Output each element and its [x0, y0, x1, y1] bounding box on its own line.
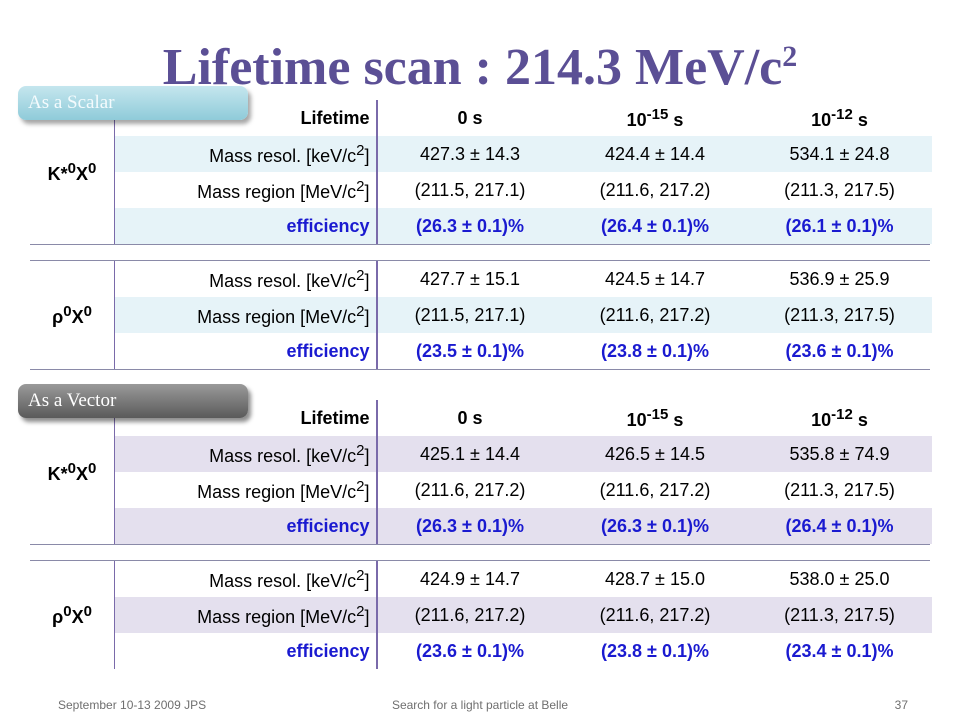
- scalar-kstar-table: K*0X0 Lifetime 0 s 10-15 s 10-12 s Mass …: [30, 100, 932, 245]
- table-row: efficiency (23.5 ± 0.1)% (23.8 ± 0.1)% (…: [30, 333, 932, 369]
- table-row: ρ0X0 Mass resol. [keV/c2] 424.9 ± 14.7 4…: [30, 561, 932, 669]
- cell: (23.6 ± 0.1)%: [785, 340, 894, 361]
- cell: 426.5 ± 14.5: [562, 436, 748, 472]
- process-label-kstar: K*0X0: [30, 400, 115, 544]
- row-label-efficiency: efficiency: [114, 633, 378, 669]
- scalar-badge: As a Scalar: [18, 86, 248, 120]
- cell: (26.3 ± 0.1)%: [562, 508, 748, 544]
- cell: (26.4 ± 0.1)%: [562, 208, 748, 244]
- table-row: Mass region [MeV/c2] (211.5, 217.1) (211…: [30, 297, 932, 333]
- cell: (23.6 ± 0.1)%: [416, 640, 524, 661]
- cell: 424.5 ± 14.7: [605, 268, 705, 289]
- cell: (26.3 ± 0.1)%: [376, 508, 563, 544]
- table-row: Mass region [MeV/c2] (211.5, 217.1) (211…: [30, 172, 932, 208]
- row-label-mass-resol: Mass resol. [keV/c2]: [114, 261, 378, 297]
- header-col2: 10-12 s: [811, 405, 868, 430]
- table-row: efficiency (23.6 ± 0.1)% (23.8 ± 0.1)% (…: [30, 633, 932, 669]
- cell: (211.3, 217.5): [747, 597, 932, 633]
- cell: (211.6, 217.2): [376, 597, 563, 633]
- header-col1: 10-15 s: [626, 105, 684, 130]
- cell: (211.6, 217.2): [599, 479, 711, 500]
- row-label-efficiency: efficiency: [114, 508, 378, 544]
- row-label-efficiency: efficiency: [114, 208, 378, 244]
- row-label-mass-region: Mass region [MeV/c2]: [114, 597, 378, 633]
- cell: (23.8 ± 0.1)%: [601, 640, 709, 661]
- row-label-mass-region: Mass region [MeV/c2]: [114, 172, 378, 208]
- cell: 427.7 ± 15.1: [420, 268, 520, 289]
- table-row: Mass resol. [keV/c2] 427.3 ± 14.3 424.4 …: [30, 136, 932, 172]
- row-label-efficiency: efficiency: [114, 333, 378, 369]
- footer-title: Search for a light particle at Belle: [391, 698, 569, 712]
- cell: 538.0 ± 25.0: [789, 568, 890, 589]
- cell: (211.3, 217.5): [784, 179, 895, 200]
- cell: (211.3, 217.5): [747, 297, 932, 333]
- footer-page-number: 37: [894, 698, 908, 712]
- cell: (211.6, 217.2): [414, 479, 526, 500]
- process-label-rho: ρ0X0: [30, 261, 115, 369]
- cell: 534.1 ± 24.8: [747, 136, 932, 172]
- vector-kstar-table: K*0X0 Lifetime 0 s 10-15 s 10-12 s Mass …: [30, 400, 932, 545]
- table-row: Mass region [MeV/c2] (211.6, 217.2) (211…: [30, 472, 932, 508]
- footer-date: September 10-13 2009 JPS: [58, 698, 207, 712]
- process-label-rho: ρ0X0: [30, 561, 115, 669]
- cell: 424.9 ± 14.7: [420, 568, 520, 589]
- cell: (211.5, 217.1): [376, 297, 563, 333]
- cell: (26.1 ± 0.1)%: [747, 208, 932, 244]
- cell: 535.8 ± 74.9: [747, 436, 932, 472]
- table-row: ρ0X0 Mass resol. [keV/c2] 427.7 ± 15.1 4…: [30, 261, 932, 369]
- table-row: efficiency (26.3 ± 0.1)% (26.3 ± 0.1)% (…: [30, 508, 932, 544]
- header-col1: 10-15 s: [626, 405, 684, 430]
- row-label-mass-resol: Mass resol. [keV/c2]: [114, 436, 378, 472]
- cell: 424.4 ± 14.4: [562, 136, 748, 172]
- table-row: Mass region [MeV/c2] (211.6, 217.2) (211…: [30, 597, 932, 633]
- slide-title: Lifetime scan : 214.3 MeV/c2: [162, 39, 798, 96]
- vector-rho-table: ρ0X0 Mass resol. [keV/c2] 424.9 ± 14.7 4…: [30, 560, 932, 669]
- cell: (211.6, 217.2): [562, 597, 748, 633]
- row-label-mass-region: Mass region [MeV/c2]: [114, 297, 378, 333]
- scalar-rho-table: ρ0X0 Mass resol. [keV/c2] 427.7 ± 15.1 4…: [30, 260, 932, 370]
- cell: (211.6, 217.2): [599, 179, 711, 200]
- cell: (211.6, 217.2): [562, 297, 748, 333]
- cell: (211.3, 217.5): [784, 479, 895, 500]
- vector-badge: As a Vector: [18, 384, 248, 418]
- row-label-mass-region: Mass region [MeV/c2]: [114, 472, 378, 508]
- cell: 427.3 ± 14.3: [376, 136, 563, 172]
- row-label-mass-resol: Mass resol. [keV/c2]: [114, 136, 378, 172]
- cell: (211.5, 217.1): [414, 179, 526, 200]
- cell: (23.8 ± 0.1)%: [601, 340, 709, 361]
- cell: (23.5 ± 0.1)%: [416, 340, 524, 361]
- table-row: efficiency (26.3 ± 0.1)% (26.4 ± 0.1)% (…: [30, 208, 932, 244]
- cell: (26.4 ± 0.1)%: [747, 508, 932, 544]
- header-col0: 0 s: [457, 407, 483, 428]
- header-col0: 0 s: [457, 107, 483, 128]
- row-label-mass-resol: Mass resol. [keV/c2]: [114, 561, 378, 597]
- header-col2: 10-12 s: [811, 105, 868, 130]
- process-label-kstar: K*0X0: [30, 100, 115, 244]
- cell: 425.1 ± 14.4: [376, 436, 563, 472]
- cell: (26.3 ± 0.1)%: [376, 208, 563, 244]
- cell: 428.7 ± 15.0: [605, 568, 705, 589]
- cell: 536.9 ± 25.9: [789, 268, 890, 289]
- table-row: Mass resol. [keV/c2] 425.1 ± 14.4 426.5 …: [30, 436, 932, 472]
- cell: (23.4 ± 0.1)%: [785, 640, 894, 661]
